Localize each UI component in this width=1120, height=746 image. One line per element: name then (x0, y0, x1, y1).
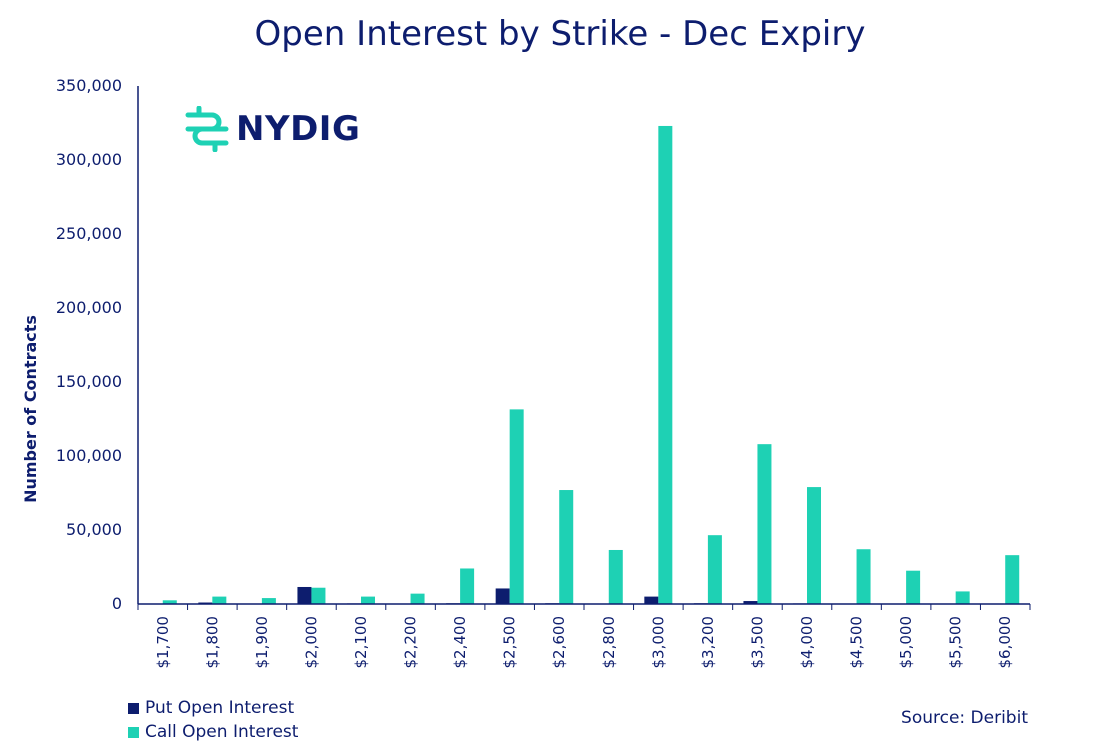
bar-call (212, 596, 227, 604)
y-tick-label: 0 (112, 594, 122, 613)
x-tick-label: $2,000 (302, 616, 320, 669)
bar-call (1005, 555, 1020, 604)
y-tick-label: 350,000 (56, 76, 122, 95)
bars (148, 125, 1020, 605)
bar-put (743, 601, 758, 604)
x-tick-label: $1,800 (203, 616, 221, 669)
source-note: Source: Deribit (901, 708, 1028, 728)
x-tick-label: $2,800 (600, 616, 618, 669)
x-tick-label: $2,400 (451, 616, 469, 669)
x-tick-label: $3,200 (699, 616, 717, 669)
legend-swatch-put (128, 702, 139, 714)
x-tick-label: $5,000 (897, 616, 915, 669)
bar-put (644, 596, 659, 604)
y-tick-label: 300,000 (56, 150, 122, 169)
y-tick-label: 250,000 (56, 224, 122, 243)
logo-text: NYDIG (236, 109, 361, 149)
y-tick-label: 100,000 (56, 446, 122, 465)
x-tick-label: $4,000 (798, 616, 816, 669)
legend-item-call: Call Open Interest (128, 720, 298, 744)
bar-call (162, 600, 177, 604)
x-tick-label: $2,100 (352, 616, 370, 669)
y-axis: 0 50,000 100,000 150,000 200,000 250,000 300,0… (21, 76, 139, 613)
y-tick-label: 50,000 (66, 520, 122, 539)
bar-call (757, 444, 772, 604)
legend-swatch-call (128, 726, 139, 738)
bar-call (460, 568, 475, 604)
legend-label-call: Call Open Interest (145, 722, 299, 742)
bar-call (509, 409, 524, 604)
legend: Put Open Interest Call Open Interest (128, 696, 298, 744)
bar-call (559, 490, 574, 604)
x-tick-label: $3,000 (649, 616, 667, 669)
y-axis-label: Number of Contracts (21, 315, 40, 503)
bar-call (608, 549, 623, 604)
bar-call (707, 535, 722, 604)
legend-label-put: Put Open Interest (145, 698, 295, 718)
bar-call (261, 598, 276, 604)
bar-call (311, 587, 326, 604)
bar-put (297, 586, 312, 604)
legend-item-put: Put Open Interest (128, 696, 298, 720)
y-tick-label: 150,000 (56, 372, 122, 391)
y-tick-label: 200,000 (56, 298, 122, 317)
x-tick-label: $2,200 (402, 616, 420, 669)
x-tick-label: $1,700 (154, 616, 172, 669)
x-tick-label: $1,900 (253, 616, 271, 669)
bar-call (361, 596, 375, 604)
bar-call (658, 125, 673, 605)
bar-call (906, 570, 921, 604)
nydig-logo: NYDIG (184, 106, 360, 152)
x-axis: $1,700 $1,800 $1,900 $2,000 $2,100 $2,200 $2,4… (137, 603, 1031, 669)
nydig-logo-icon (185, 106, 229, 152)
bar-call (955, 591, 970, 604)
x-tick-label: $2,500 (501, 616, 519, 669)
x-tick-label: $2,600 (550, 616, 568, 669)
x-tick-label: $4,500 (848, 616, 866, 669)
chart-title: Open Interest by Strike - Dec Expiry (254, 14, 866, 54)
x-tick-label: $6,000 (996, 616, 1014, 669)
x-tick-label: $3,500 (748, 616, 766, 669)
x-tick-label: $5,500 (947, 616, 965, 669)
bar-call (856, 549, 871, 604)
bar-put (495, 588, 510, 604)
bar-call (807, 487, 821, 604)
bar-call (410, 593, 425, 604)
